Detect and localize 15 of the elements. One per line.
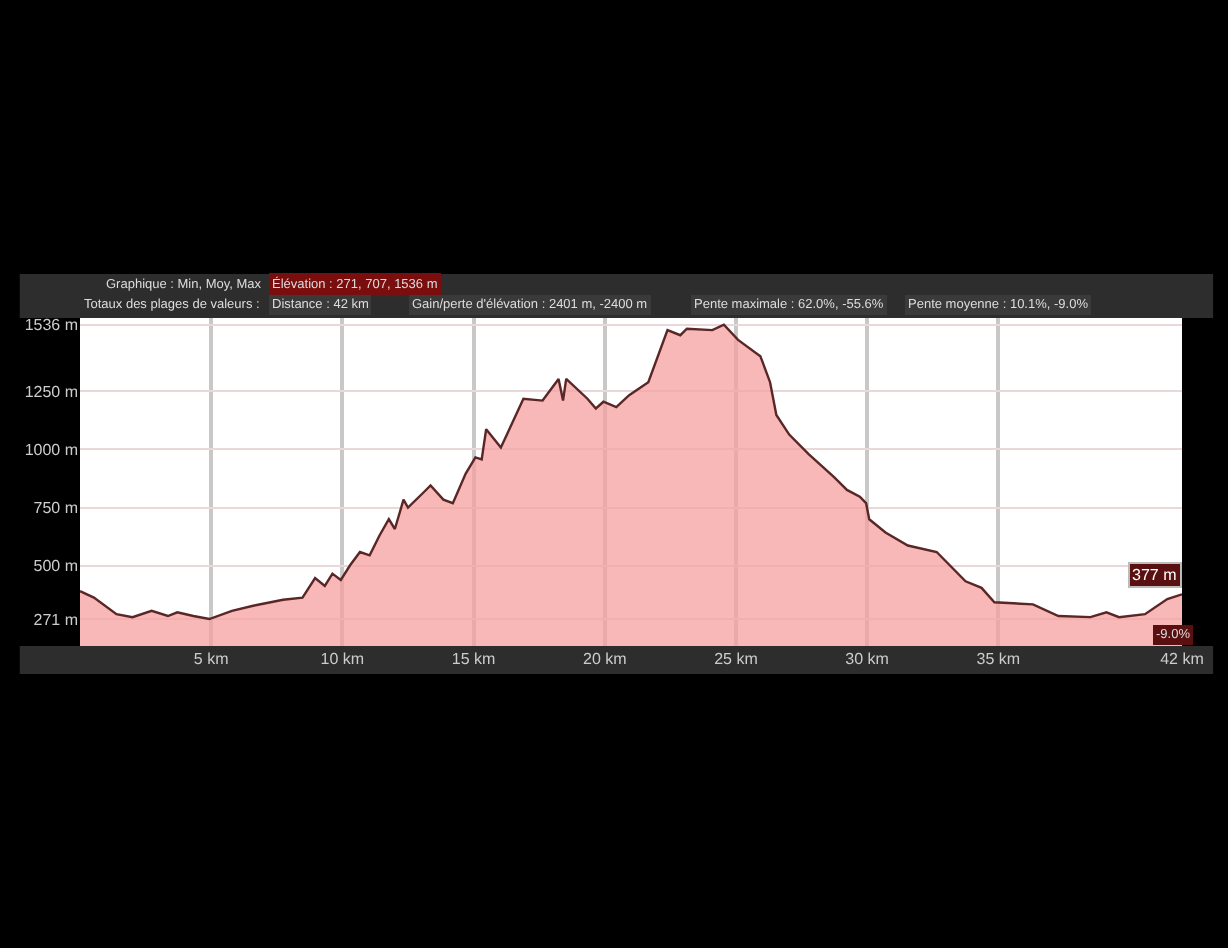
x-tick-label: 5 km [193,650,230,668]
x-tick-label: 15 km [451,650,497,668]
annotation: 377 m [1132,566,1178,584]
y-tick-label: 1536 m [24,316,79,335]
y-tick-label: 500 m [33,557,79,576]
x-tick-label: 10 km [320,650,365,668]
y-tick-label: 271 m [33,610,79,629]
y-tick-label: 750 m [33,499,79,518]
x-tick-label: 20 km [582,650,628,668]
x-tick-label: 30 km [845,650,890,668]
x-tick-label: 42 km [1160,650,1205,668]
x-tick-label: 25 km [714,650,759,668]
y-tick-label: 1250 m [24,382,79,401]
x-tick-label: 35 km [976,650,1021,668]
y-tick-label: 1000 m [24,441,79,460]
